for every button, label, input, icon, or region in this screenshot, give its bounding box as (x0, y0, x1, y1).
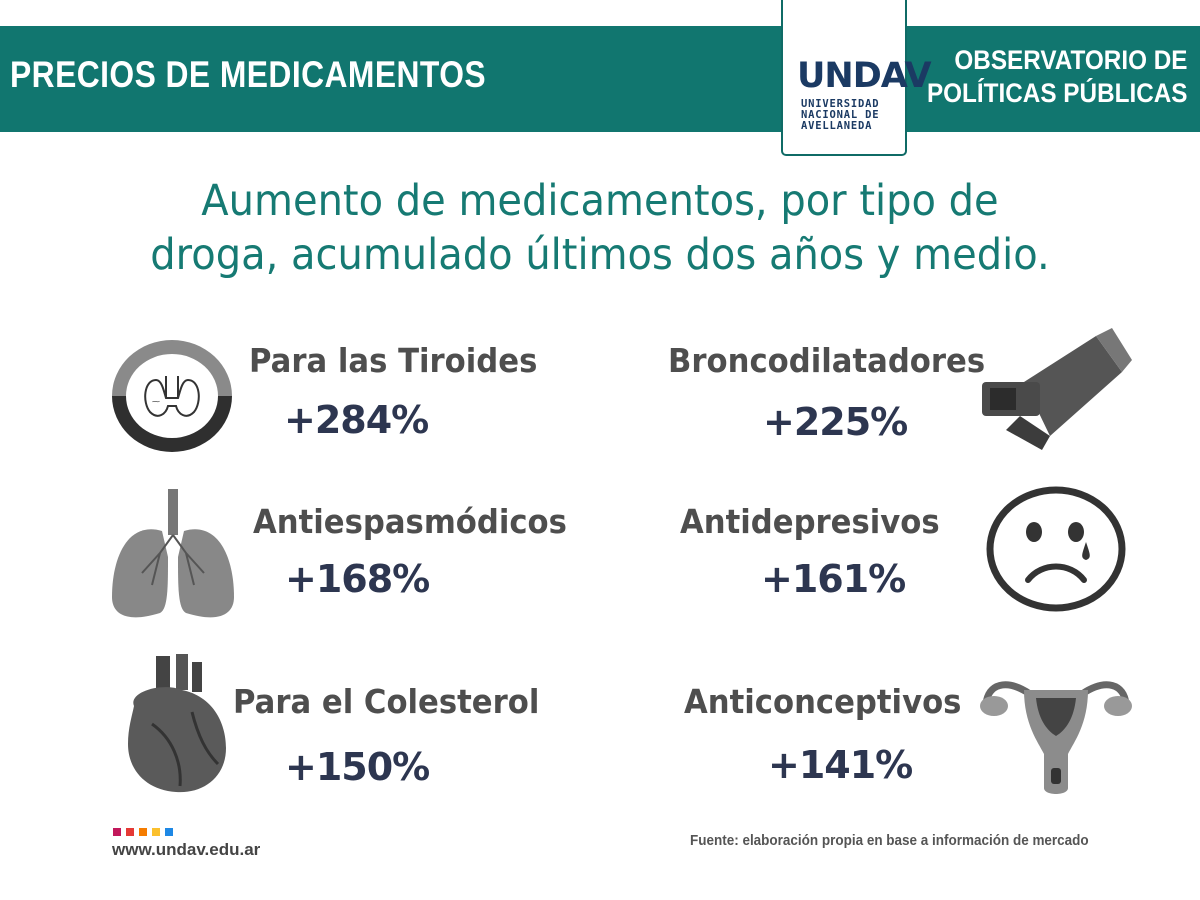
subtitle-line-1: Aumento de medicamentos, por tipo de (201, 176, 999, 226)
item-value-antispasmodics: +168% (285, 557, 430, 601)
item-label-cholesterol: Para el Colesterol (233, 682, 540, 721)
item-value-antidepressants: +161% (761, 557, 906, 601)
observatory-line-2: POLÍTICAS PÚBLICAS (927, 78, 1188, 108)
item-label-thyroid: Para las Tiroides (249, 341, 538, 380)
thyroid-icon: ⁓ (112, 340, 232, 452)
brand-color-dots (113, 828, 173, 836)
item-label-antidepressants: Antidepresivos (680, 502, 940, 541)
website-link[interactable]: www.undav.edu.ar (112, 840, 261, 859)
svg-text:⁓: ⁓ (152, 397, 160, 406)
item-value-bronchodilators: +225% (763, 400, 908, 444)
lungs-icon (112, 489, 234, 618)
source-note: Fuente: elaboración propia en base a inf… (690, 833, 1089, 849)
logo-mark: UNDAV (797, 56, 932, 96)
logo-line-3: AVELLANEDA (801, 120, 873, 132)
inhaler-icon (982, 328, 1132, 450)
item-label-contraceptives: Anticonceptivos (684, 682, 962, 721)
item-value-thyroid: +284% (284, 398, 429, 442)
brand-dot (139, 828, 147, 836)
item-value-cholesterol: +150% (285, 745, 430, 789)
subtitle-line-2: droga, acumulado últimos dos años y medi… (150, 230, 1050, 280)
brand-dot (113, 828, 121, 836)
heart-icon (128, 654, 226, 793)
uterus-icon (980, 681, 1132, 794)
item-label-bronchodilators: Broncodilatadores (668, 341, 986, 380)
header-band (0, 26, 1200, 132)
page-title: PRECIOS DE MEDICAMENTOS (10, 54, 487, 95)
item-value-contraceptives: +141% (768, 743, 913, 787)
brand-dot (152, 828, 160, 836)
sad-face-icon (986, 486, 1126, 612)
brand-dot (126, 828, 134, 836)
observatory-line-1: OBSERVATORIO DE (954, 45, 1188, 75)
item-label-antispasmodics: Antiespasmódicos (253, 502, 567, 541)
brand-dot (165, 828, 173, 836)
logo-line-1: UNIVERSIDAD (801, 98, 880, 110)
logo-text: UNIVERSIDAD NACIONAL DE AVELLANEDA (801, 99, 896, 132)
observatory-title: OBSERVATORIO DE POLÍTICAS PÚBLICAS (927, 44, 1188, 110)
subtitle: Aumento de medicamentos, por tipo de dro… (0, 174, 1200, 282)
undav-logo[interactable]: UNDAV UNIVERSIDAD NACIONAL DE AVELLANEDA (781, 0, 932, 156)
logo-line-2: NACIONAL DE (801, 109, 880, 121)
